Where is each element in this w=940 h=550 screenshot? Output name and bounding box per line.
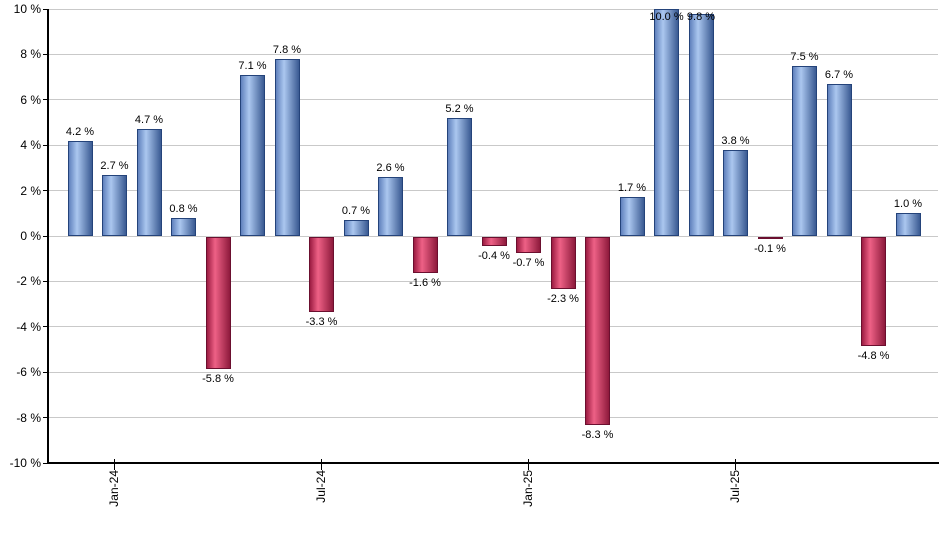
y-axis-label: 2 %: [20, 183, 41, 198]
bar-value-label: -0.1 %: [754, 243, 786, 256]
y-tick: [43, 326, 48, 328]
bar-negative: [205, 237, 231, 369]
x-tick: [528, 459, 529, 470]
gridline: [48, 417, 938, 419]
x-axis-label: Jan-24: [106, 470, 121, 507]
bar-positive: [171, 217, 196, 236]
gridline: [48, 99, 938, 101]
y-tick: [43, 371, 48, 373]
bar-positive: [792, 65, 817, 236]
bar-positive: [619, 197, 645, 236]
bar-positive: [136, 129, 162, 236]
bar-positive: [240, 74, 265, 236]
gridline: [48, 235, 938, 237]
y-axis-label: 8 %: [20, 47, 41, 62]
y-axis-label: -10 %: [9, 456, 41, 470]
y-axis-label: 6 %: [20, 92, 41, 107]
bar-value-label: 4.7 %: [134, 114, 164, 127]
bar-positive: [274, 58, 300, 236]
gridline: [48, 144, 938, 146]
bar-value-label: 4.2 %: [65, 125, 95, 138]
bar-negative: [481, 237, 507, 247]
bar-positive: [378, 176, 403, 236]
bar-value-label: -2.3 %: [547, 293, 579, 306]
bar-value-label: 5.2 %: [445, 102, 474, 115]
bar-positive: [895, 213, 921, 236]
bar-positive: [723, 149, 748, 236]
y-axis-label: -4 %: [16, 319, 41, 334]
x-axis-label: Jul-25: [727, 470, 742, 503]
bar-positive: [688, 13, 714, 236]
y-axis-label: -8 %: [16, 410, 41, 425]
x-axis-label: Jul-24: [313, 470, 328, 503]
gridline: [48, 8, 938, 10]
bar-value-label: 7.1 %: [238, 59, 267, 72]
bar-negative: [585, 237, 610, 426]
bar-value-label: -8.3 %: [581, 429, 614, 442]
y-tick: [43, 99, 48, 101]
y-axis-label: 4 %: [20, 138, 41, 153]
gridline: [48, 280, 938, 282]
bar-negative: [309, 237, 334, 312]
bar-value-label: 9.8 %: [686, 11, 716, 23]
x-tick: [735, 459, 736, 470]
bar-positive: [654, 9, 679, 236]
bar-positive: [102, 174, 127, 236]
bar-negative: [550, 237, 576, 290]
bar-value-label: -5.8 %: [202, 372, 234, 385]
bar-value-label: -0.7 %: [512, 256, 545, 269]
bar-positive: [343, 220, 369, 236]
bar-value-label: 7.8 %: [272, 43, 302, 56]
y-tick: [43, 280, 48, 282]
y-tick: [43, 417, 48, 419]
y-axis-label: -6 %: [16, 365, 41, 380]
bar-negative: [861, 237, 886, 346]
y-tick: [43, 462, 48, 464]
bar-value-label: 7.5 %: [790, 50, 819, 63]
bar-negative: [757, 237, 783, 240]
gridline: [48, 190, 938, 192]
bar-value-label: 2.7 %: [100, 159, 129, 172]
y-tick: [43, 235, 48, 237]
x-axis-label: Jan-25: [520, 470, 535, 507]
bar-value-label: 6.7 %: [824, 68, 854, 81]
gridline: [48, 326, 938, 328]
gridline: [48, 371, 938, 373]
y-axis: [47, 9, 49, 464]
bar-value-label: -4.8 %: [857, 349, 890, 362]
bar-value-label: -1.6 %: [409, 277, 441, 290]
y-axis-label: 0 %: [20, 229, 41, 243]
y-axis-label: 10 %: [13, 2, 41, 16]
y-tick: [43, 53, 48, 55]
bar-value-label: 1.0 %: [893, 198, 923, 211]
bar-value-label: -3.3 %: [305, 315, 338, 328]
bar-negative: [516, 237, 541, 253]
bar-value-label: 10.0 %: [649, 11, 684, 23]
bar-value-label: 0.8 %: [169, 202, 198, 215]
gridline: [48, 53, 938, 55]
bar-value-label: 3.8 %: [721, 134, 750, 147]
bar-positive: [447, 117, 472, 236]
bar-value-label: 1.7 %: [617, 182, 647, 195]
bar-positive: [67, 140, 93, 236]
y-axis-label: -2 %: [16, 274, 41, 289]
y-tick: [43, 8, 48, 10]
x-axis: [47, 462, 939, 464]
bar-value-label: 2.6 %: [376, 161, 405, 174]
y-tick: [43, 190, 48, 192]
x-tick: [114, 459, 115, 470]
y-tick: [43, 144, 48, 146]
bar-value-label: -0.4 %: [478, 250, 510, 263]
x-tick: [321, 459, 322, 470]
bar-negative: [412, 237, 438, 274]
bar-positive: [826, 83, 852, 236]
bar-value-label: 0.7 %: [341, 205, 371, 218]
